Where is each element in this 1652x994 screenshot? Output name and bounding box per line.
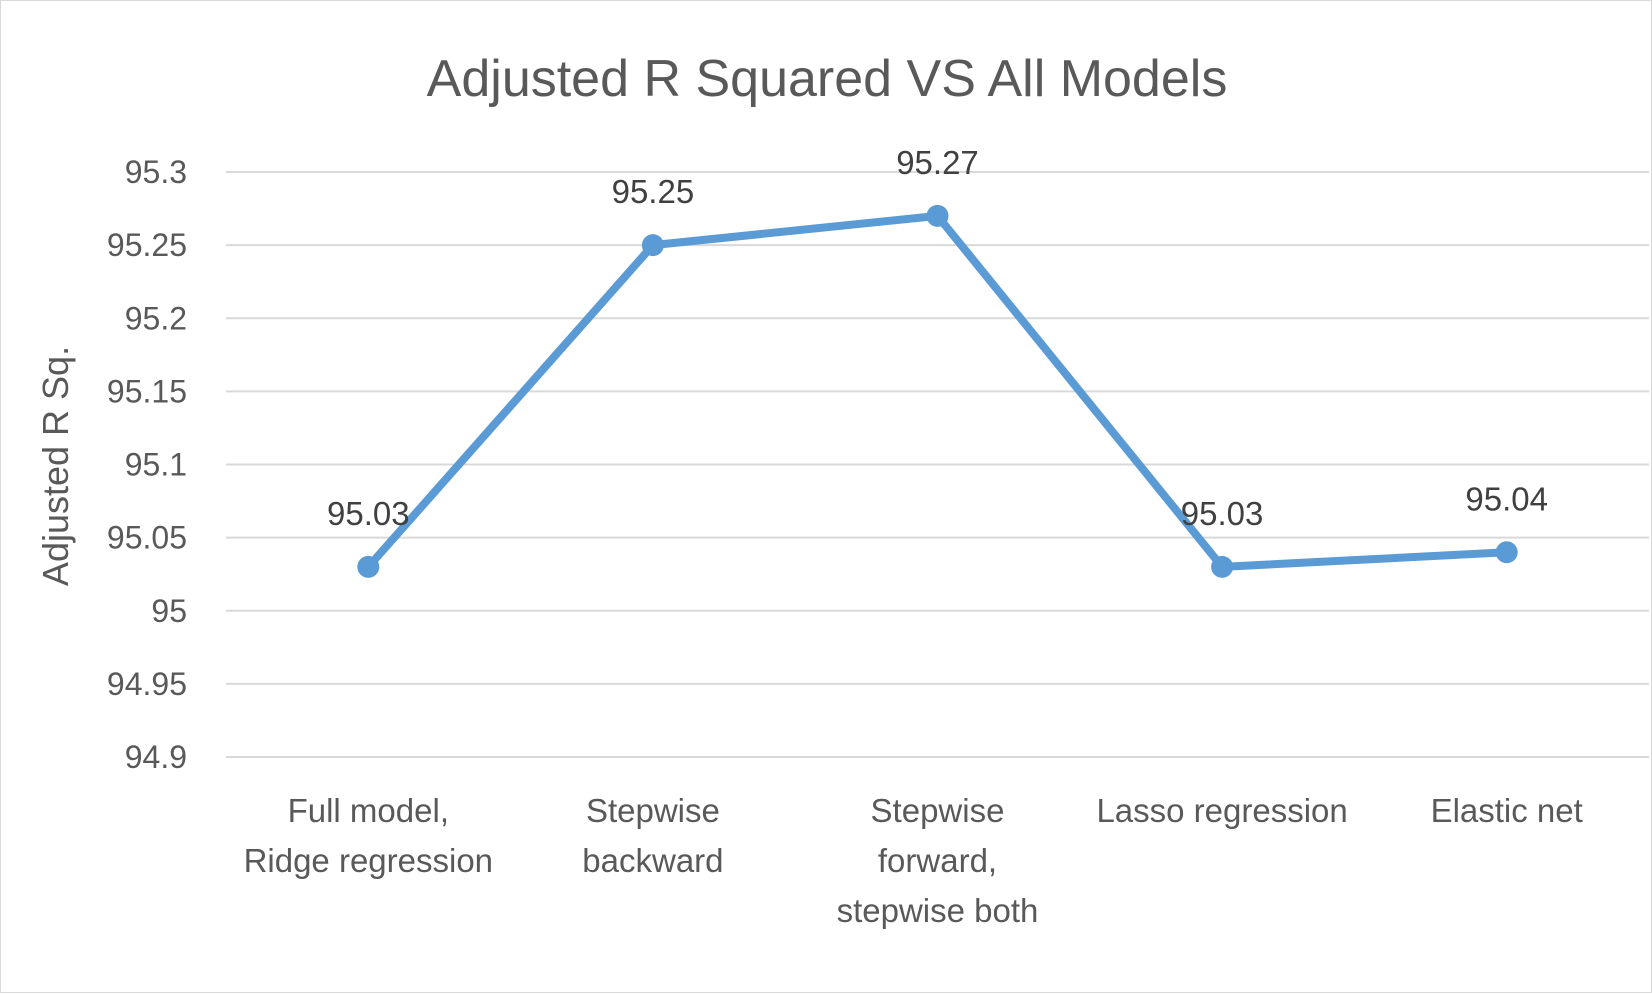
x-tick-label: Elastic net xyxy=(1431,792,1583,829)
y-tick-label: 94.9 xyxy=(125,739,187,775)
y-axis-ticks: 95.3 95.25 95.2 95.15 95.1 95.05 95 94.95 94.9 xyxy=(107,154,187,775)
data-label: 95.03 xyxy=(327,495,410,532)
y-tick-label: 95.25 xyxy=(107,227,187,263)
y-tick-label: 95.2 xyxy=(125,300,187,336)
x-axis-ticks: Full model, Ridge regression Stepwise backw… xyxy=(244,792,1583,929)
x-tick-label-line: Stepwise xyxy=(586,792,720,829)
data-label: 95.03 xyxy=(1181,495,1264,532)
y-tick-label: 95.15 xyxy=(107,373,187,409)
x-tick-label-line: forward, xyxy=(878,842,997,879)
data-point xyxy=(357,555,380,578)
x-tick-label-line: Stepwise xyxy=(871,792,1005,829)
x-tick-label: Stepwise forward, stepwise both xyxy=(837,792,1039,929)
gridlines xyxy=(226,171,1649,758)
series-group xyxy=(357,204,1518,578)
data-point xyxy=(926,204,949,227)
x-tick-label: Lasso regression xyxy=(1096,792,1347,829)
x-tick-label-line: Ridge regression xyxy=(244,842,493,879)
data-point xyxy=(1211,555,1234,578)
data-point xyxy=(641,234,664,257)
x-tick-label-line: Full model, xyxy=(288,792,449,829)
x-tick-label: Stepwise backward xyxy=(582,792,723,879)
x-tick-label-line: Elastic net xyxy=(1431,792,1583,829)
data-labels: 95.03 95.25 95.27 95.03 95.04 xyxy=(327,144,1548,532)
data-point xyxy=(1495,541,1518,564)
x-tick-label: Full model, Ridge regression xyxy=(244,792,493,879)
y-tick-label: 94.95 xyxy=(107,666,187,702)
data-label: 95.25 xyxy=(612,173,695,210)
data-label: 95.27 xyxy=(896,144,979,181)
y-axis-label: Adjusted R Sq. xyxy=(35,346,76,586)
y-tick-label: 95.3 xyxy=(125,154,187,190)
x-tick-label-line: backward xyxy=(582,842,723,879)
data-label: 95.04 xyxy=(1465,480,1548,517)
y-tick-label: 95.05 xyxy=(107,520,187,556)
chart-title: Adjusted R Squared VS All Models xyxy=(427,50,1228,108)
y-tick-label: 95 xyxy=(151,593,187,629)
y-tick-label: 95.1 xyxy=(125,447,187,483)
x-tick-label-line: Lasso regression xyxy=(1096,792,1347,829)
x-tick-label-line: stepwise both xyxy=(837,892,1039,929)
